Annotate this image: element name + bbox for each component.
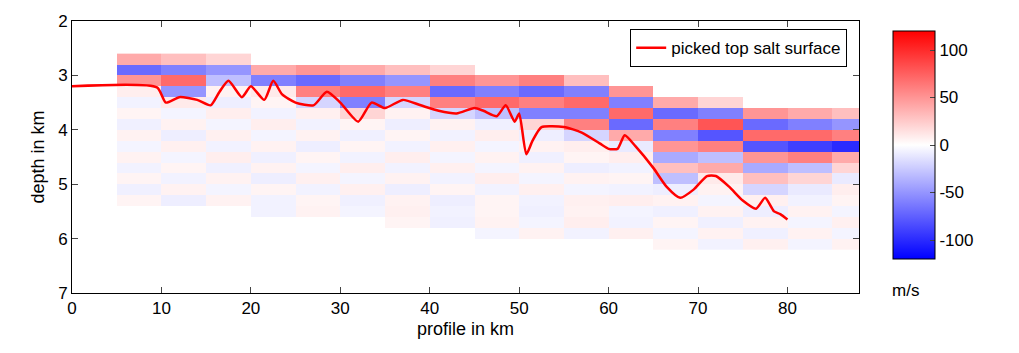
svg-text:profile in km: profile in km: [417, 319, 514, 339]
svg-text:5: 5: [58, 175, 67, 194]
svg-text:60: 60: [599, 299, 618, 318]
svg-text:4: 4: [58, 121, 67, 140]
svg-text:50: 50: [510, 299, 529, 318]
svg-text:10: 10: [152, 299, 171, 318]
svg-text:2: 2: [58, 12, 67, 31]
svg-text:40: 40: [420, 299, 439, 318]
svg-text:7: 7: [58, 284, 67, 303]
svg-text:-100: -100: [939, 231, 973, 250]
svg-text:m/s: m/s: [892, 281, 919, 300]
svg-text:picked top salt surface: picked top salt surface: [671, 39, 840, 58]
svg-text:70: 70: [689, 299, 708, 318]
svg-text:0: 0: [67, 299, 76, 318]
svg-text:-50: -50: [939, 183, 964, 202]
svg-text:50: 50: [939, 88, 958, 107]
svg-text:0: 0: [939, 136, 948, 155]
svg-text:30: 30: [331, 299, 350, 318]
svg-text:100: 100: [939, 41, 967, 60]
svg-text:20: 20: [241, 299, 260, 318]
svg-text:depth in km: depth in km: [28, 110, 48, 203]
svg-text:3: 3: [58, 66, 67, 85]
svg-text:6: 6: [58, 230, 67, 249]
svg-text:80: 80: [778, 299, 797, 318]
